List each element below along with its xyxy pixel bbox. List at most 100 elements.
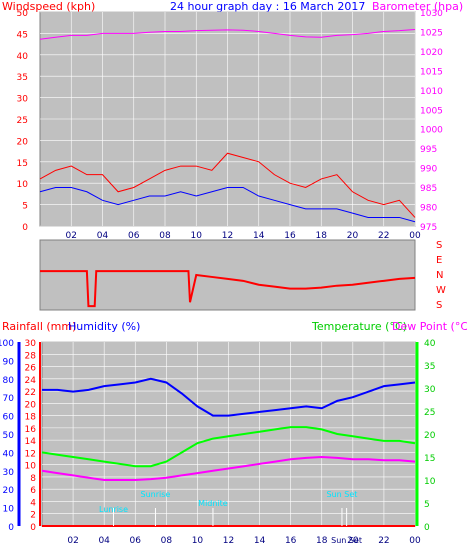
rainfall-tick-label: 24 [25, 376, 37, 386]
time-tick-label: 00 [409, 536, 421, 546]
temperature-tick-label: 35 [424, 362, 435, 372]
barometer-tick-label: 980 [420, 204, 437, 214]
humidity-tick-label: 70 [3, 394, 15, 404]
time-tick-label: 22 [378, 536, 389, 546]
rainfall-tick-label: 8 [30, 474, 36, 484]
time-tick-label: 18 [316, 536, 328, 546]
time-tick-label: 16 [284, 231, 296, 241]
wind-direction-series-line [40, 270, 416, 308]
humidity-series-line [42, 377, 416, 417]
dewpoint-axis-title: Dew Point (°C) [392, 320, 467, 333]
compass-tick-label: S [436, 300, 442, 311]
humidity-tick-label: 40 [3, 449, 15, 459]
time-tick-label: 20 [347, 536, 359, 546]
sun-event-label: Sun Set [331, 536, 362, 545]
temperature-axis: 0 5 10 15 20 25 30 35 40 [424, 339, 436, 533]
barometer-tick-label: 975 [420, 223, 437, 233]
temperature-tick-label: 15 [424, 454, 435, 464]
time-tick-label: 04 [97, 231, 109, 241]
barometer-tick-label: 990 [420, 165, 437, 175]
time-tick-label: 08 [159, 231, 171, 241]
temperature-tick-label: 5 [424, 500, 430, 510]
time-tick-label: 02 [66, 231, 77, 241]
rainfall-tick-label: 14 [25, 437, 37, 447]
humidity-tick-label: 60 [3, 413, 15, 423]
compass-tick-label: S [436, 240, 442, 251]
rainfall-tick-label: 6 [30, 486, 36, 496]
windspeed-axis-title: Windspeed (kph) [2, 0, 95, 13]
humidity-axis: 0 10 20 30 40 50 60 70 80 90 100 [0, 339, 14, 533]
temperature-tick-label: 30 [424, 385, 436, 395]
temperature-axis-title: Temperature (°C) [311, 320, 407, 333]
time-tick-label: 12 [222, 231, 233, 241]
rainfall-tick-label: 18 [25, 413, 37, 423]
temperature-tick-label: 25 [424, 408, 435, 418]
time-tick-label: 00 [409, 231, 421, 241]
windspeed-tick-label: 50 [17, 9, 29, 19]
humidity-tick-label: 50 [3, 431, 15, 441]
barometer-tick-label: 1025 [420, 28, 443, 38]
rainfall-tick-label: 4 [30, 498, 36, 508]
time-tick-label: 02 [67, 536, 78, 546]
barometer-tick-label: 1020 [420, 48, 443, 58]
windspeed-axis: 0 5 10 15 20 25 30 35 40 45 50 [17, 9, 29, 233]
windspeed-tick-label: 35 [17, 73, 28, 83]
barometer-tick-label: 1000 [420, 126, 443, 136]
rainfall-tick-label: 12 [25, 449, 36, 459]
windspeed-tick-label: 20 [17, 137, 29, 147]
time-tick-label: 10 [191, 231, 203, 241]
compass-tick-label: E [436, 255, 442, 266]
humidity-tick-label: 0 [8, 523, 14, 533]
windspeed-tick-label: 25 [17, 116, 28, 126]
wind-direction-plot-area [39, 239, 416, 311]
temperature-tick-label: 10 [424, 477, 436, 487]
sun-moon-events: Lunrise Sunrise Midnite Sun Set Sun Set [99, 490, 362, 545]
windspeed-tick-label: 40 [17, 52, 29, 62]
compass-tick-label: N [436, 270, 443, 281]
barometer-tick-label: 1015 [420, 67, 443, 77]
temperature-tick-label: 0 [424, 523, 430, 533]
windspeed-tick-label: 0 [22, 223, 28, 233]
time-tick-label: 04 [98, 536, 110, 546]
rainfall-tick-label: 20 [25, 400, 37, 410]
time-tick-label: 06 [130, 536, 142, 546]
time-tick-label: 08 [161, 536, 173, 546]
barometer-tick-label: 985 [420, 184, 437, 194]
barometer-tick-label: 995 [420, 145, 437, 155]
sun-event-label: Sunrise [141, 490, 171, 499]
temperature-tick-label: 40 [424, 339, 436, 349]
windspeed-tick-label: 15 [17, 159, 28, 169]
time-tick-label: 22 [378, 231, 389, 241]
rainfall-tick-label: 10 [25, 462, 37, 472]
humidity-tick-label: 100 [0, 339, 14, 349]
barometer-series-line [39, 29, 416, 40]
time-tick-label: 06 [128, 231, 140, 241]
rainfall-axis-title: Rainfall (mm) [2, 320, 76, 333]
chart-title: 24 hour graph day : 16 March 2017 [170, 0, 365, 13]
time-tick-label: 16 [285, 536, 297, 546]
humidity-tick-label: 30 [3, 468, 15, 478]
barometer-axis-title: Barometer (hpa) [372, 0, 463, 13]
temperature-tick-label: 20 [424, 431, 436, 441]
humidity-tick-label: 20 [3, 486, 15, 496]
barometer-axis: 975 980 985 990 995 1000 1005 1010 1015 1020 1025 1… [420, 9, 443, 233]
humidity-tick-label: 80 [3, 376, 15, 386]
temperature-series-line [41, 426, 416, 468]
barometer-tick-label: 1005 [420, 106, 443, 116]
wind-gust-series-line [39, 152, 416, 218]
windspeed-tick-label: 5 [22, 202, 28, 212]
rainfall-tick-label: 16 [25, 425, 37, 435]
barometer-tick-label: 1030 [420, 9, 443, 19]
bottom-time-axis: 02 04 06 08 10 12 14 16 18 20 22 00 [67, 536, 421, 546]
top-time-axis: 02 04 06 08 10 12 14 16 18 20 22 00 [66, 231, 421, 241]
sun-event-label: Lunrise [99, 505, 128, 514]
time-tick-label: 12 [223, 536, 234, 546]
sun-event-label: Sun Set [327, 490, 358, 499]
wind-average-series-line [39, 186, 416, 223]
humidity-tick-label: 90 [3, 357, 15, 367]
windspeed-tick-label: 10 [17, 180, 29, 190]
barometer-tick-label: 1010 [420, 87, 443, 97]
